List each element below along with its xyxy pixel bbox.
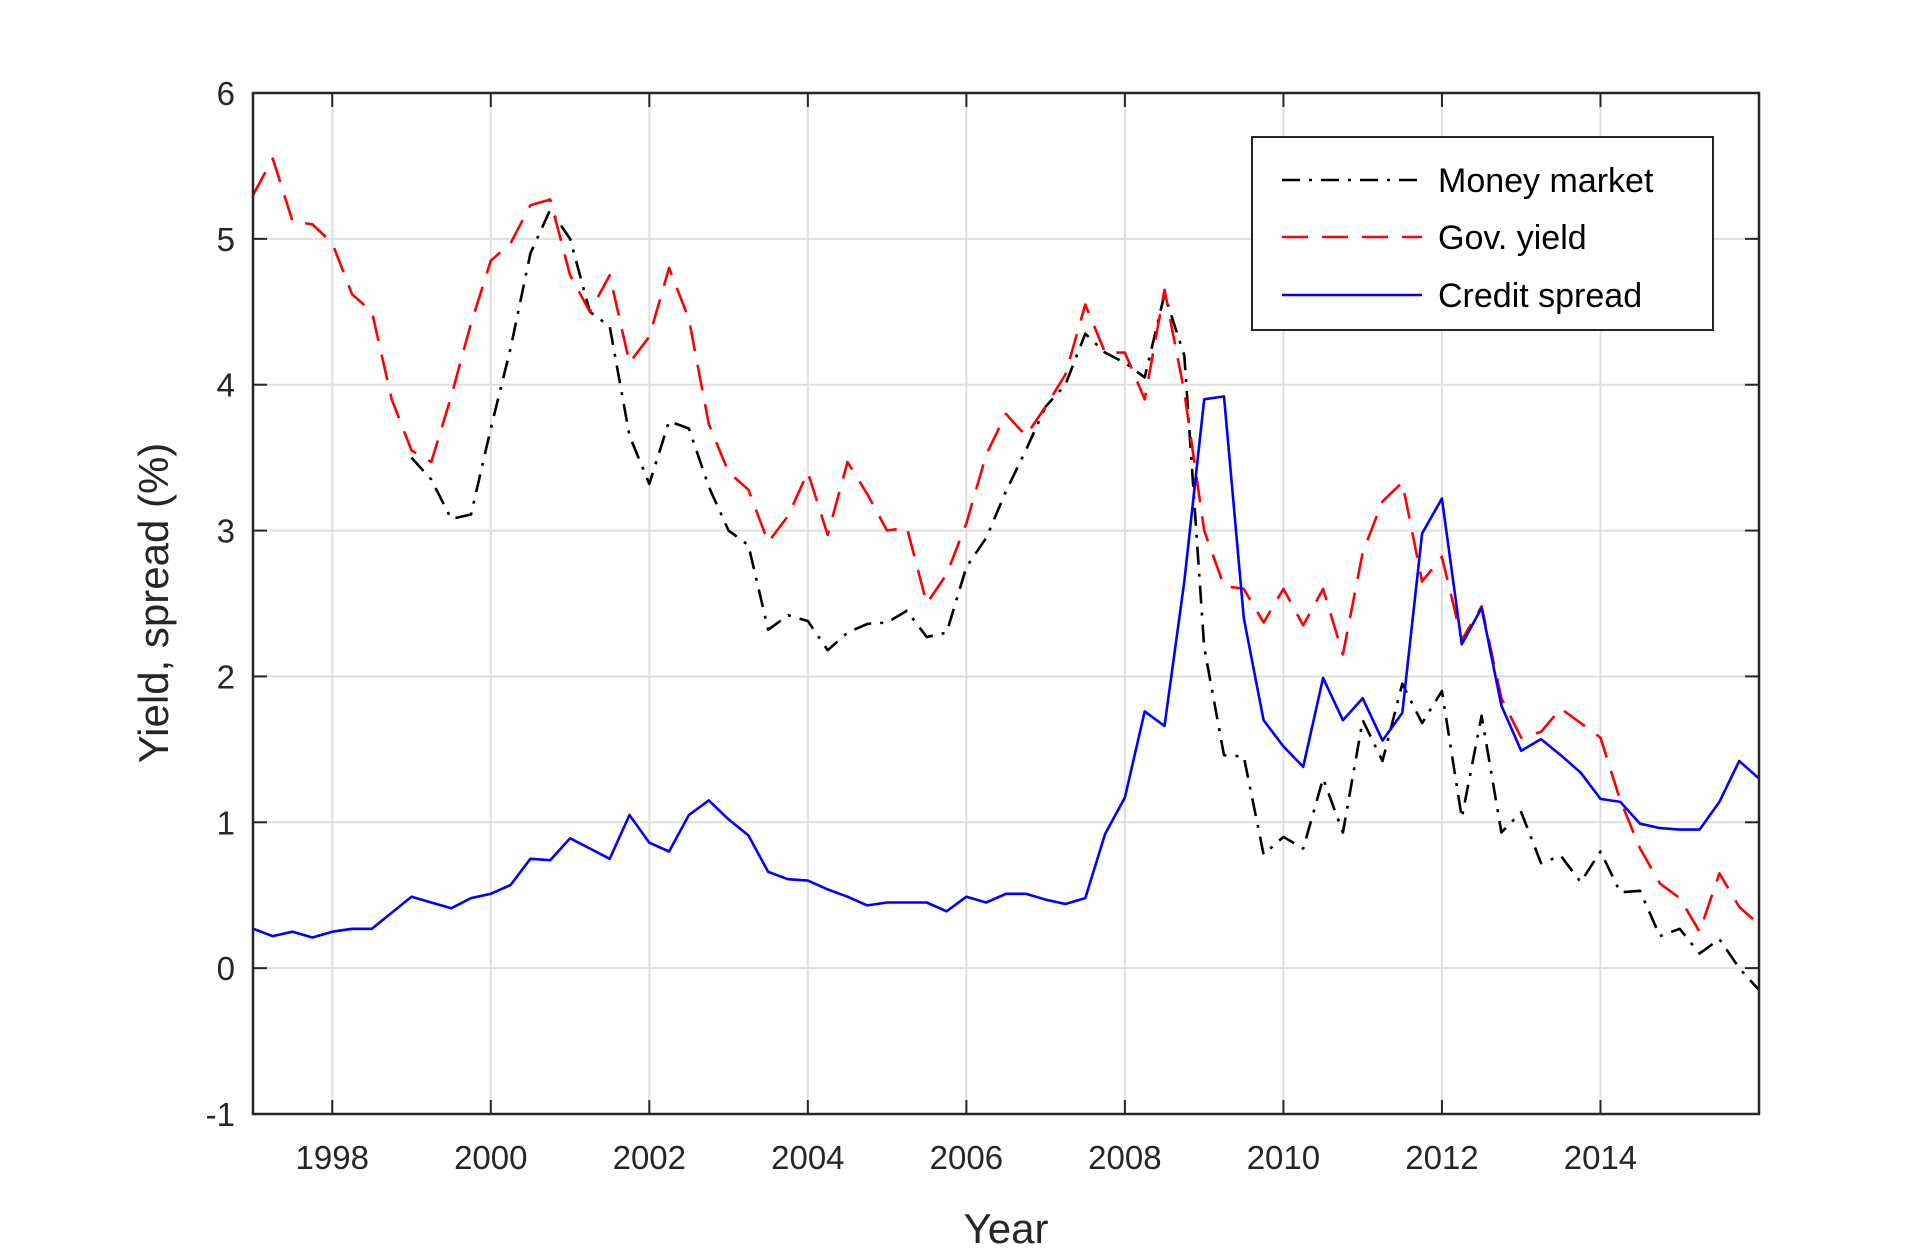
series-line-credit-spread xyxy=(252,395,1760,939)
y-axis-title: Yield, spread (%) xyxy=(130,443,177,764)
y-tick-label: 2 xyxy=(217,658,235,695)
y-tick-label: 0 xyxy=(217,950,235,987)
y-tick-label: -1 xyxy=(206,1096,235,1133)
x-tick-label: 2014 xyxy=(1564,1139,1637,1176)
legend-label: Money market xyxy=(1438,162,1654,200)
y-tick-label: 3 xyxy=(217,513,235,550)
x-tick-label: 2004 xyxy=(771,1139,844,1176)
x-tick-label: 2008 xyxy=(1088,1139,1161,1176)
y-tick-label: 4 xyxy=(217,367,235,404)
x-tick-label: 2010 xyxy=(1247,1139,1320,1176)
x-tick-label: 2006 xyxy=(930,1139,1003,1176)
x-tick-label: 2000 xyxy=(454,1139,527,1176)
series-group xyxy=(251,157,1760,991)
x-tick-label: 2012 xyxy=(1405,1139,1478,1176)
x-tick-label: 2002 xyxy=(613,1139,686,1176)
y-tick-label: 1 xyxy=(217,804,235,841)
x-axis-title: Year xyxy=(964,1205,1049,1251)
x-tick-label: 1998 xyxy=(296,1139,369,1176)
tick-labels: 1998 2000 2002 2004 2006 2008 2010 2012 2014 -1 0 1… xyxy=(206,75,1638,1176)
series-line-money-market xyxy=(410,208,1760,991)
legend-label: Gov. yield xyxy=(1438,219,1587,257)
legend-box xyxy=(1251,136,1714,331)
y-tick-label: 5 xyxy=(217,221,235,258)
ticks xyxy=(253,92,1759,1115)
series-line-gov-yield xyxy=(251,157,1760,934)
legend-label: Credit spread xyxy=(1438,277,1642,315)
y-tick-label: 6 xyxy=(217,75,235,112)
legend: Money market Gov. yield Credit spread xyxy=(1251,136,1714,331)
plot-frame xyxy=(251,91,1761,1116)
